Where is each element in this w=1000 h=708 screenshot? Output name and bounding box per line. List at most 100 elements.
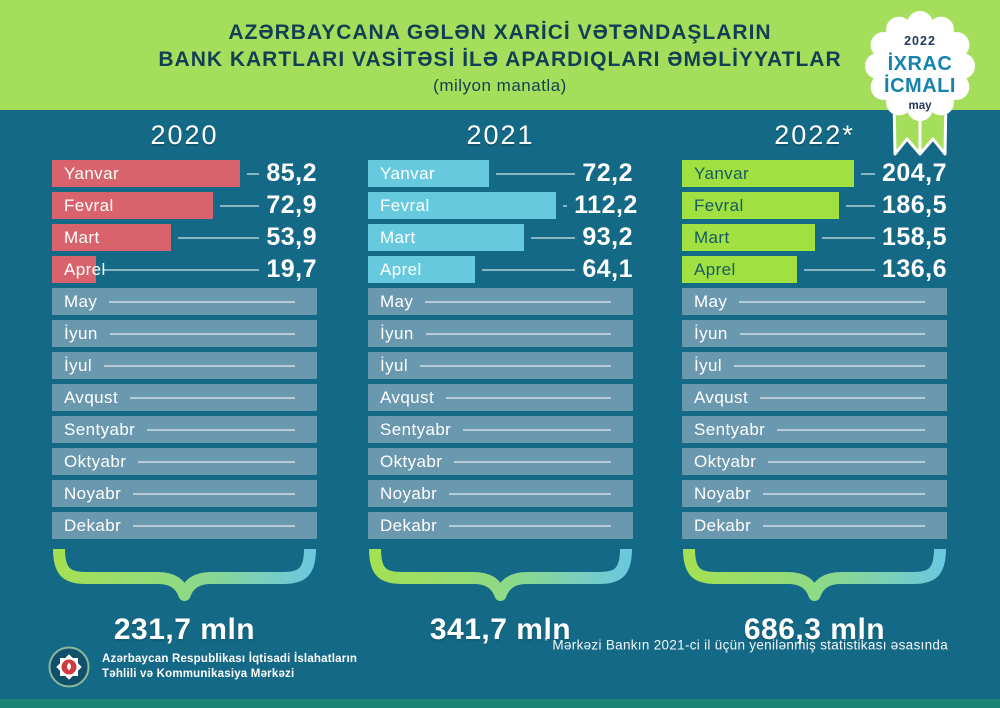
leader-line xyxy=(138,460,295,463)
month-row-oktyabr: Oktyabr xyxy=(682,448,947,475)
month-row-aprel: Aprel 64,1 xyxy=(368,255,633,283)
month-row-avqust: Avqust xyxy=(52,384,317,411)
bar-rows: Yanvar 204,7 Fevral 186,5 Mart 158,5 Aprel 136,… xyxy=(682,159,947,539)
year-total: 231,7 mln xyxy=(113,613,256,646)
empty-bar: İyul xyxy=(368,352,633,379)
month-label: Dekabr xyxy=(694,516,752,535)
month-row-dekabr: Dekabr xyxy=(368,512,633,539)
month-row-noyabr: Noyabr xyxy=(368,480,633,507)
month-row-sentyabr: Sentyabr xyxy=(682,416,947,443)
leader-line xyxy=(446,396,611,399)
month-value: 112,2 xyxy=(574,191,638,219)
badge-year: 2022 xyxy=(904,34,936,48)
month-label: Avqust xyxy=(694,388,749,407)
leader-line xyxy=(496,172,576,175)
bar-rows: Yanvar 72,2 Fevral 112,2 Mart 93,2 Aprel 64,1 Ma… xyxy=(368,159,637,539)
badge-line2: İCMALI xyxy=(884,74,956,97)
month-row-dekabr: Dekabr xyxy=(682,512,947,539)
value-bar: Aprel xyxy=(682,256,797,283)
month-label: Noyabr xyxy=(380,484,438,503)
month-row-aprel: Aprel 19,7 xyxy=(52,255,317,283)
leader-line xyxy=(463,428,611,431)
subtitle-unit: (milyon manatla) xyxy=(433,75,567,95)
month-label: Fevral xyxy=(380,196,430,215)
value-bar: Fevral xyxy=(368,192,557,219)
month-value: 136,6 xyxy=(881,255,947,283)
month-row-mart: Mart 158,5 xyxy=(682,223,947,251)
month-row-yanvar: Yanvar 204,7 xyxy=(682,159,947,187)
month-label: Noyabr xyxy=(694,484,752,503)
empty-bar: Sentyabr xyxy=(368,416,633,443)
month-label: May xyxy=(694,292,728,311)
month-row-may: May xyxy=(368,288,633,315)
month-label: İyul xyxy=(380,356,409,375)
month-label: Yanvar xyxy=(380,164,436,183)
month-row-yanvar: Yanvar 85,2 xyxy=(52,159,317,187)
month-label: Mart xyxy=(64,228,100,247)
leader-line xyxy=(425,332,611,335)
leader-line xyxy=(763,492,925,495)
brace-icon xyxy=(53,543,316,601)
month-label: Sentyabr xyxy=(380,420,452,439)
empty-bar: May xyxy=(52,288,317,315)
month-label: Mart xyxy=(380,228,416,247)
leader-line xyxy=(822,236,875,239)
month-row-i̇yul: İyul xyxy=(368,352,633,379)
month-row-may: May xyxy=(52,288,317,315)
month-row-aprel: Aprel 136,6 xyxy=(682,255,947,283)
empty-bar: Oktyabr xyxy=(52,448,317,475)
org-line-1: Azərbaycan Respublikası İqtisadi İslahat… xyxy=(102,653,358,665)
month-label: İyun xyxy=(380,324,414,343)
footnote: * Mərkəzi Bankın 2021-ci il üçün yenilənm… xyxy=(544,636,948,653)
empty-bar: İyul xyxy=(52,352,317,379)
year-total: 341,7 mln xyxy=(429,613,572,646)
empty-bar: Dekabr xyxy=(682,512,947,539)
value-bar: Mart xyxy=(368,224,525,251)
month-label: Oktyabr xyxy=(694,452,757,471)
month-label: Yanvar xyxy=(694,164,750,183)
empty-bar: May xyxy=(682,288,947,315)
bottom-strip xyxy=(0,699,1000,708)
month-row-sentyabr: Sentyabr xyxy=(368,416,633,443)
month-label: May xyxy=(380,292,414,311)
month-row-may: May xyxy=(682,288,947,315)
month-label: Noyabr xyxy=(64,484,122,503)
leader-line xyxy=(482,268,576,271)
leader-line xyxy=(247,172,260,175)
month-label: İyul xyxy=(694,356,723,375)
month-row-dekabr: Dekabr xyxy=(52,512,317,539)
month-row-fevral: Fevral 112,2 xyxy=(368,191,637,219)
empty-bar: Avqust xyxy=(682,384,947,411)
leader-line xyxy=(760,396,925,399)
empty-bar: Dekabr xyxy=(368,512,633,539)
month-label: Fevral xyxy=(694,196,744,215)
month-value: 19,7 xyxy=(266,255,317,283)
month-value: 93,2 xyxy=(582,223,633,251)
month-value: 85,2 xyxy=(266,159,317,187)
month-label: Dekabr xyxy=(64,516,122,535)
month-value: 64,1 xyxy=(582,255,633,283)
value-bar: Fevral xyxy=(52,192,213,219)
leader-line xyxy=(777,428,925,431)
leader-line xyxy=(454,460,611,463)
leader-line xyxy=(109,300,295,303)
month-row-fevral: Fevral 72,9 xyxy=(52,191,317,219)
value-bar: Yanvar xyxy=(52,160,241,187)
leader-line xyxy=(178,236,260,239)
empty-bar: İyun xyxy=(368,320,633,347)
month-value: 72,2 xyxy=(582,159,633,187)
empty-bar: Dekabr xyxy=(52,512,317,539)
month-label: Aprel xyxy=(64,260,106,279)
leader-line xyxy=(420,364,611,367)
empty-bar: May xyxy=(368,288,633,315)
month-row-fevral: Fevral 186,5 xyxy=(682,191,947,219)
month-row-i̇yul: İyul xyxy=(682,352,947,379)
ixrac-icmali-badge: 2022 İXRAC İCMALI may xyxy=(858,4,982,164)
leader-line xyxy=(425,300,611,303)
month-row-oktyabr: Oktyabr xyxy=(368,448,633,475)
badge-month: may xyxy=(908,100,932,112)
year-title: 2021 xyxy=(466,120,535,150)
month-row-sentyabr: Sentyabr xyxy=(52,416,317,443)
month-label: Mart xyxy=(694,228,730,247)
month-row-noyabr: Noyabr xyxy=(52,480,317,507)
